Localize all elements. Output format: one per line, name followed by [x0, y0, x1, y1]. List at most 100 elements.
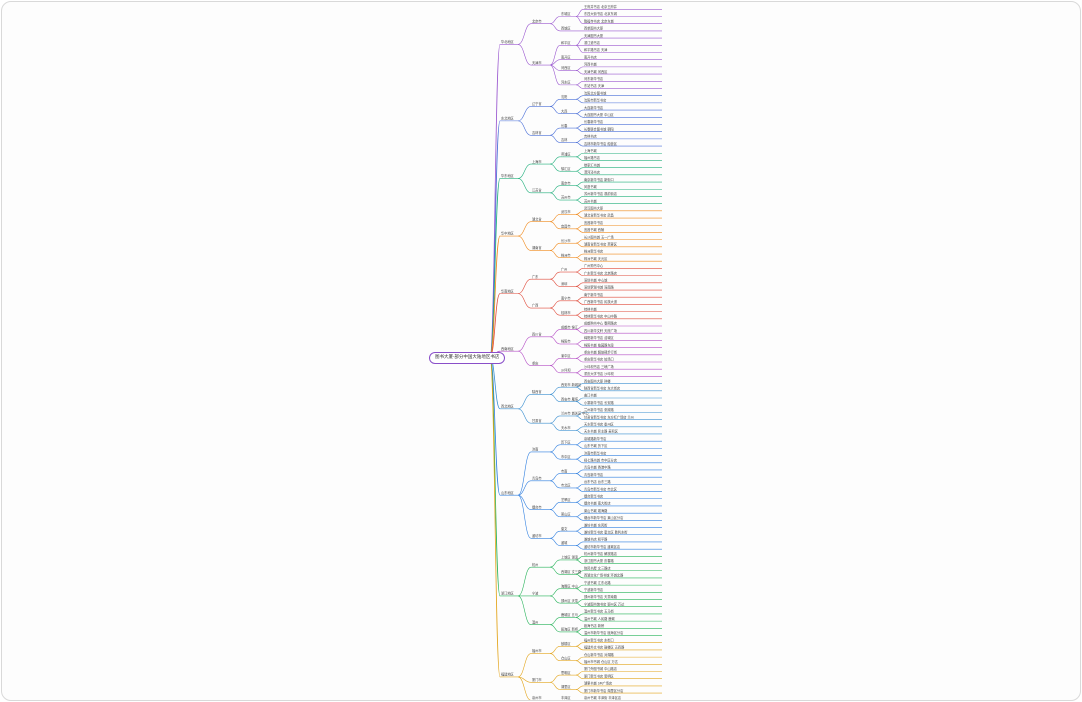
district-node[interactable]: 丰泽区	[561, 695, 571, 700]
leaf-node[interactable]: 温州书城 人民路 鹿城	[584, 616, 616, 621]
city-node[interactable]: 四川省	[532, 332, 542, 337]
region-node[interactable]: 东北地区	[501, 116, 515, 121]
leaf-node[interactable]: 潍坊新华书店 奎文区 胜利东街	[584, 529, 628, 534]
leaf-node[interactable]: 桂林书城	[584, 306, 598, 311]
leaf-node[interactable]: 沙坪坝书店 三峡广场	[584, 364, 614, 369]
leaf-node[interactable]: 王府井书店 北京王府井	[584, 4, 617, 9]
leaf-node[interactable]: 漕河泾书店	[584, 170, 600, 175]
city-node[interactable]: 杭州	[532, 562, 538, 567]
leaf-node[interactable]: 福州市书城 仓山区 万达	[584, 659, 619, 664]
city-node[interactable]: 陕西省	[532, 389, 542, 394]
district-node[interactable]: 市中区	[561, 454, 571, 459]
leaf-node[interactable]: 河西书城	[584, 62, 598, 67]
leaf-node[interactable]: 青岛新华书店	[584, 472, 603, 477]
leaf-node[interactable]: 鄞州新华书店 天童南路	[584, 594, 618, 599]
district-node[interactable]: 绵阳市	[561, 339, 571, 344]
district-node[interactable]: 东城区	[561, 11, 571, 16]
leaf-node[interactable]: 福建外文书店 鼓楼区 五四路	[584, 645, 625, 650]
leaf-node[interactable]: 莱山书城 观海路	[584, 508, 608, 513]
district-node[interactable]: 长沙市	[561, 238, 571, 243]
region-node[interactable]: 西南地区	[501, 346, 515, 351]
district-node[interactable]: 天水市	[561, 425, 571, 430]
district-node[interactable]: 海曙区 中山	[561, 583, 578, 588]
leaf-node[interactable]: 厦门新华书店 思明区	[584, 673, 615, 678]
district-node[interactable]: 西湖区 文三路	[561, 569, 582, 574]
city-node[interactable]: 甘肃省	[532, 418, 542, 423]
district-node[interactable]: 潍城	[561, 540, 568, 545]
district-node[interactable]: 徐汇区	[561, 166, 571, 171]
leaf-node[interactable]: 吉林书店	[584, 134, 597, 139]
district-node[interactable]: 长春	[561, 123, 568, 128]
leaf-node[interactable]: 温州新华书店 五马街	[584, 609, 615, 614]
district-node[interactable]: 西安市 新城区	[561, 382, 582, 387]
region-node[interactable]: 华北地区	[501, 39, 515, 44]
district-node[interactable]: 深圳	[561, 281, 567, 286]
leaf-node[interactable]: 山东书城 历下区	[584, 443, 608, 448]
leaf-node[interactable]: 绵阳新华书店 涪城区	[584, 335, 615, 340]
leaf-node[interactable]: 杭州新华书店 解放路店	[584, 551, 617, 556]
leaf-node[interactable]: 兰州新华书店 张掖路	[584, 407, 615, 412]
leaf-node[interactable]: 广州购书中心	[584, 263, 604, 268]
leaf-node[interactable]: 重庆大学书店 沙坪坝	[584, 371, 615, 376]
district-node[interactable]: 鹿城区 五马	[561, 612, 578, 617]
city-node[interactable]: 温州	[532, 619, 538, 624]
city-node[interactable]: 广东	[532, 274, 538, 279]
leaf-node[interactable]: 南宁新华书店	[584, 292, 603, 297]
leaf-node[interactable]: 青岛书城 香港中路	[584, 465, 611, 470]
leaf-node[interactable]: 宜昌新华书店	[584, 220, 603, 225]
leaf-node[interactable]: 河东新华书店	[584, 76, 603, 81]
leaf-node[interactable]: 徐家汇书城	[584, 162, 601, 167]
district-node[interactable]: 奎文	[561, 526, 568, 531]
district-node[interactable]: 桂林市	[561, 310, 571, 315]
leaf-node[interactable]: 天水新华书店 秦州区	[584, 421, 615, 426]
district-node[interactable]: 莱山区	[561, 511, 571, 516]
region-node[interactable]: 浙江地区	[501, 591, 515, 596]
leaf-node[interactable]: 烟台新华书店	[584, 493, 603, 498]
leaf-node[interactable]: 天水书城 民主路 麦积区	[584, 429, 619, 434]
district-node[interactable]: 湖里区	[561, 684, 571, 689]
leaf-node[interactable]: 潍坊书城 东风街	[584, 522, 608, 527]
city-node[interactable]: 湖南省	[532, 245, 542, 250]
city-node[interactable]: 湖北省	[532, 216, 542, 221]
leaf-node[interactable]: 厦门市新华书店 湖里区分店	[584, 688, 623, 693]
leaf-node[interactable]: 宜昌书城 西陵	[584, 227, 605, 232]
leaf-node[interactable]: 曲江书城	[584, 393, 598, 398]
leaf-node[interactable]: 宁波书城 江东北路	[584, 580, 611, 585]
leaf-node[interactable]: 广西新华书店 民族大道	[584, 299, 618, 304]
leaf-node[interactable]: 隆福寺书店 北京东城	[584, 18, 615, 23]
leaf-node[interactable]: 西安图书大厦 钟楼	[584, 378, 611, 383]
leaf-node[interactable]: 福州新华书店 东街口	[584, 637, 614, 642]
leaf-node[interactable]: 济南市新华书店	[584, 450, 606, 455]
region-node[interactable]: 华南地区	[501, 288, 515, 293]
leaf-node[interactable]: 长春新华书店	[584, 119, 603, 124]
leaf-node[interactable]: 宁波新华书店	[584, 587, 603, 592]
city-node[interactable]: 青岛市	[532, 475, 542, 480]
city-node[interactable]: 吉林省	[532, 130, 542, 135]
city-node[interactable]: 宁波	[532, 591, 539, 596]
district-node[interactable]: 成都市 锦江	[561, 324, 579, 329]
leaf-node[interactable]: 泉城路新华书店	[584, 436, 606, 441]
leaf-node[interactable]: 大连新华书店	[584, 105, 603, 110]
city-node[interactable]: 广西	[532, 303, 538, 308]
leaf-node[interactable]: 深圳书城 中心城	[584, 278, 608, 283]
leaf-node[interactable]: 天津图书大厦	[584, 33, 604, 38]
leaf-node[interactable]: 泉州书城 丰泽街 丰泽区店	[584, 695, 621, 700]
district-node[interactable]: 南宁市	[561, 296, 571, 301]
district-node[interactable]: 和平区	[561, 40, 571, 45]
leaf-node[interactable]: 四川新华文轩 天府广场	[584, 328, 617, 333]
leaf-node[interactable]: 湖南省新华书店 芙蓉区	[584, 242, 618, 247]
leaf-node[interactable]: 西单图书大厦	[584, 26, 604, 31]
district-node[interactable]: 武汉市	[561, 209, 571, 214]
district-node[interactable]: 沙坪坝	[561, 367, 571, 372]
leaf-node[interactable]: 甘肃省新华书店 东方红广场店 兰州	[584, 414, 634, 419]
district-node[interactable]: 苏州市	[561, 195, 571, 200]
leaf-node[interactable]: 和平路书店 天津	[584, 47, 608, 52]
leaf-node[interactable]: 株洲新华书店	[584, 249, 603, 254]
district-node[interactable]: 市北区	[561, 483, 571, 488]
leaf-node[interactable]: 晓风书屋 文三路店	[584, 565, 611, 570]
leaf-node[interactable]: 武汉图书大厦	[584, 206, 604, 211]
city-node[interactable]: 江苏省	[532, 188, 542, 193]
leaf-node[interactable]: 南开书店	[584, 54, 597, 59]
leaf-node[interactable]: 沈阳市新华书店	[584, 98, 606, 103]
district-node[interactable]: 黄浦区	[561, 152, 571, 157]
